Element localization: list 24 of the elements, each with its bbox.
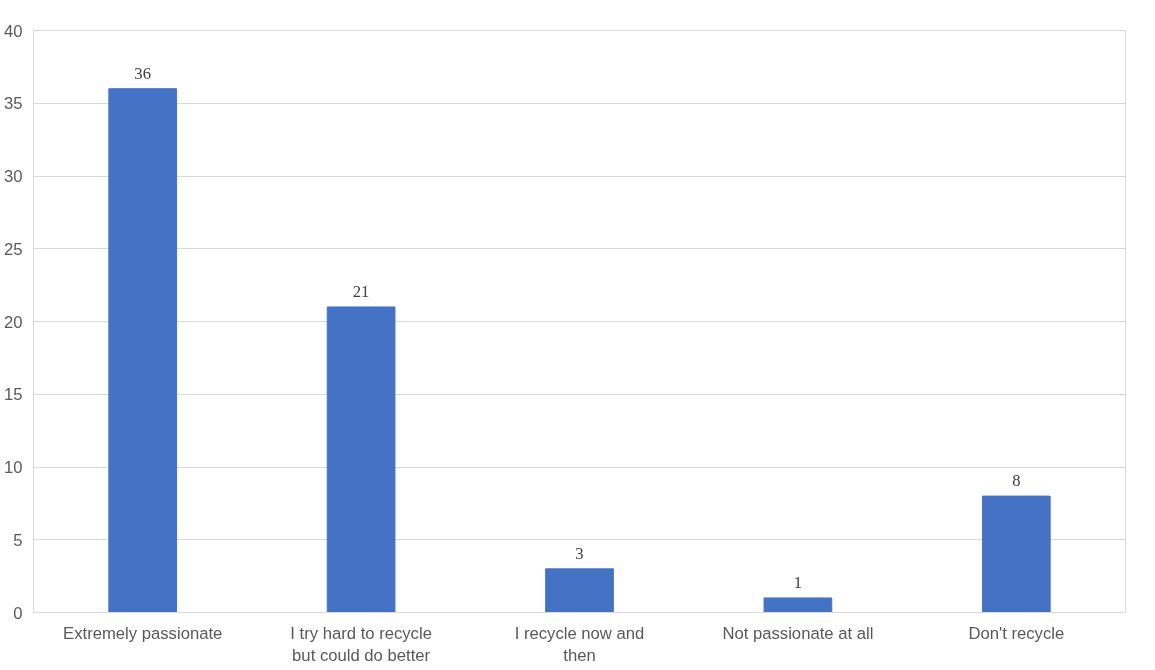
x-tick-label: Don't recycle xyxy=(968,623,1065,643)
x-tick-label: Extremely passionate xyxy=(63,623,223,643)
bar xyxy=(981,495,1051,613)
x-tick-label: I try hard to recycle but could do better xyxy=(290,623,432,666)
data-label: 21 xyxy=(352,281,370,301)
x-tick-label: Not passionate at all xyxy=(722,623,874,643)
data-label: 1 xyxy=(793,572,803,592)
y-tick-label: 0 xyxy=(13,603,23,623)
y-tick-label: 20 xyxy=(3,312,23,332)
y-tick-label: 15 xyxy=(3,385,23,405)
y-tick-label: 10 xyxy=(3,458,23,477)
data-label: 3 xyxy=(575,543,584,563)
x-tick-label: I recycle now and then xyxy=(514,623,645,666)
bar xyxy=(763,597,833,613)
data-label: 36 xyxy=(134,63,152,83)
bar xyxy=(326,306,396,613)
y-tick-label: 40 xyxy=(3,21,23,41)
bar xyxy=(108,88,178,613)
y-tick-label: 30 xyxy=(3,167,23,186)
y-tick-label: 5 xyxy=(13,530,23,550)
y-tick-label: 35 xyxy=(3,94,23,114)
bar xyxy=(545,568,614,613)
y-tick-label: 25 xyxy=(3,239,23,259)
data-label: 8 xyxy=(1012,471,1021,491)
